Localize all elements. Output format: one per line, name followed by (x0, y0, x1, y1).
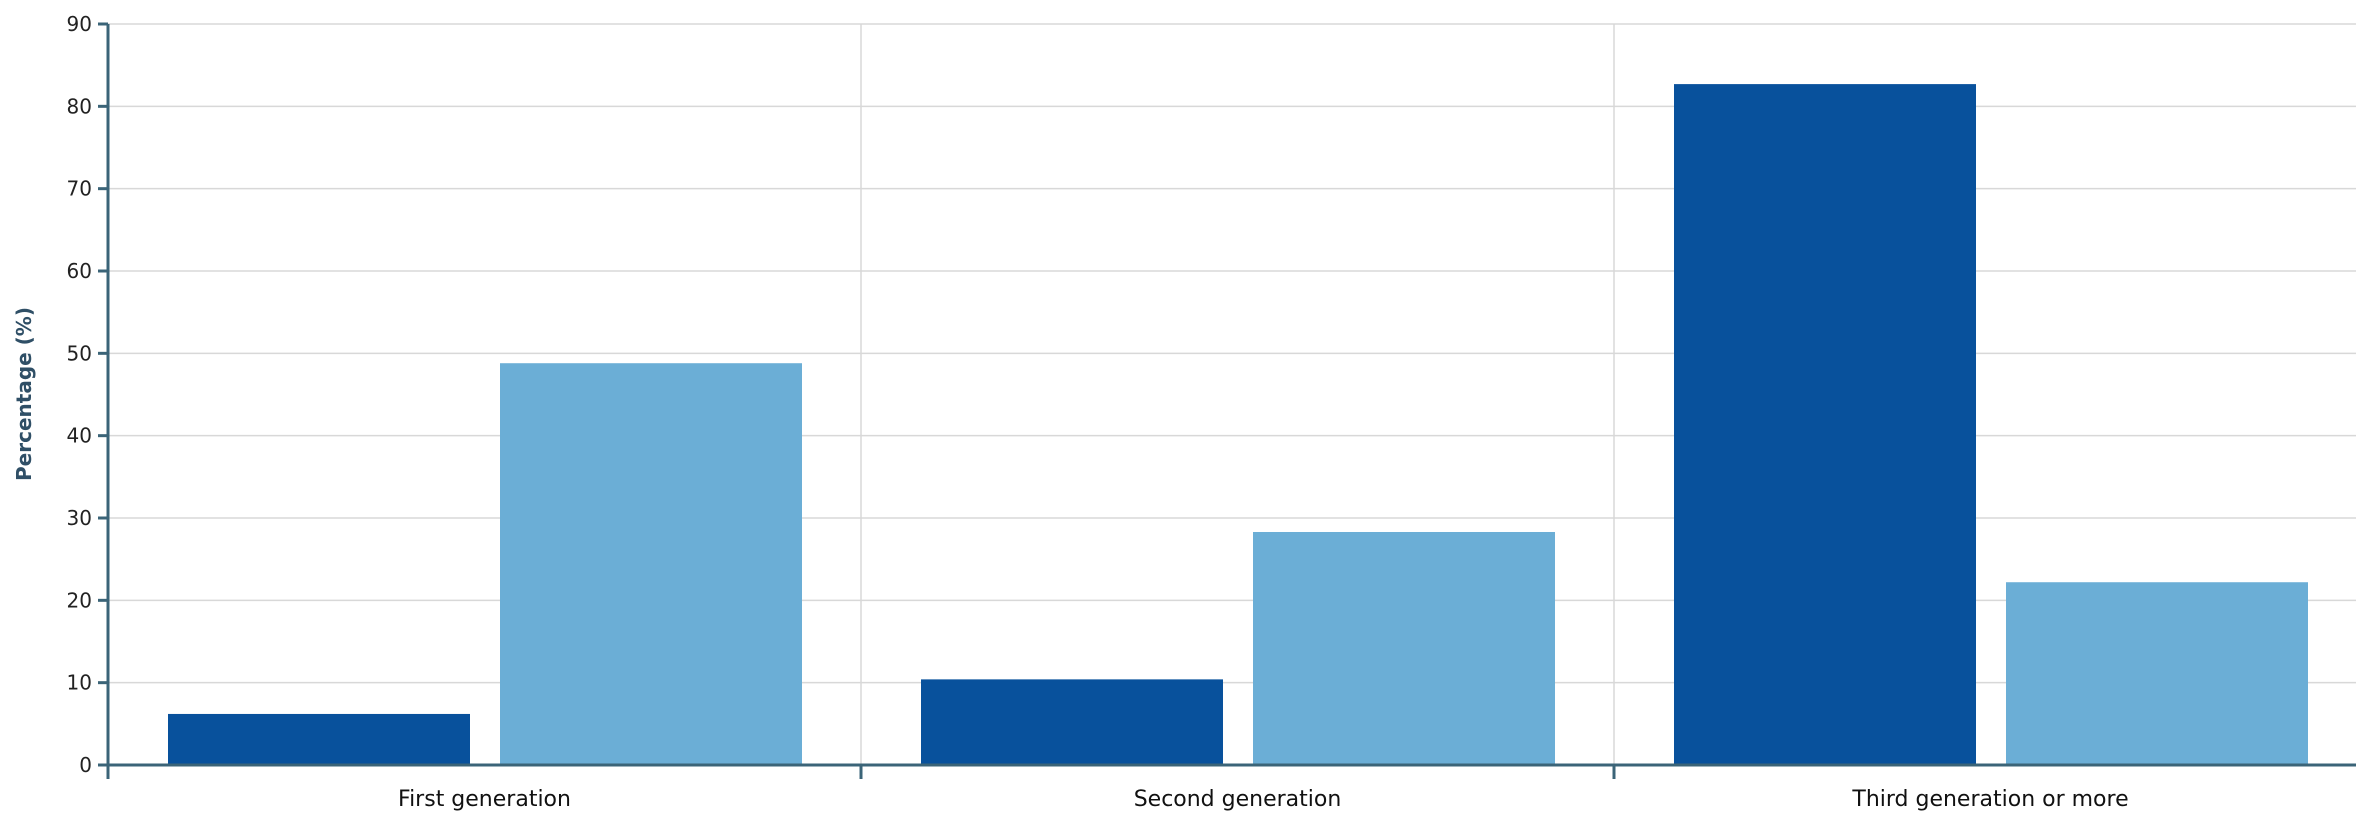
x-tick-label-1: First generation (398, 787, 571, 812)
x-tick-label-3: Third generation or more (1851, 787, 2128, 812)
bar-series2-cat3 (2006, 582, 2308, 765)
y-tick-label-30: 30 (67, 506, 92, 530)
bar-series1-cat3 (1674, 84, 1976, 765)
y-tick-label-90: 90 (67, 12, 92, 36)
axes-layer (98, 22, 2356, 779)
bar-series1-cat1 (168, 713, 470, 765)
y-tick-label-50: 50 (67, 341, 92, 365)
x-tick-label-2: Second generation (1134, 787, 1342, 812)
labels-layer: 0 10 20 30 40 50 60 70 80 90 First generation Secon… (67, 12, 2129, 812)
y-tick-label-60: 60 (67, 259, 92, 283)
y-tick-label-10: 10 (67, 671, 92, 695)
y-tick-label-70: 70 (67, 177, 92, 201)
bar-series2-cat1 (500, 363, 802, 765)
grid-layer (108, 23, 2356, 765)
bars-layer (168, 84, 2308, 765)
y-tick-label-20: 20 (67, 588, 92, 612)
y-tick-label-0: 0 (79, 753, 92, 777)
y-tick-label-40: 40 (67, 424, 92, 448)
bar-series1-cat2 (921, 679, 1223, 765)
bar-series2-cat2 (1253, 531, 1555, 765)
y-axis-title: Percentage (%) (12, 307, 36, 481)
y-tick-label-80: 80 (67, 94, 92, 118)
